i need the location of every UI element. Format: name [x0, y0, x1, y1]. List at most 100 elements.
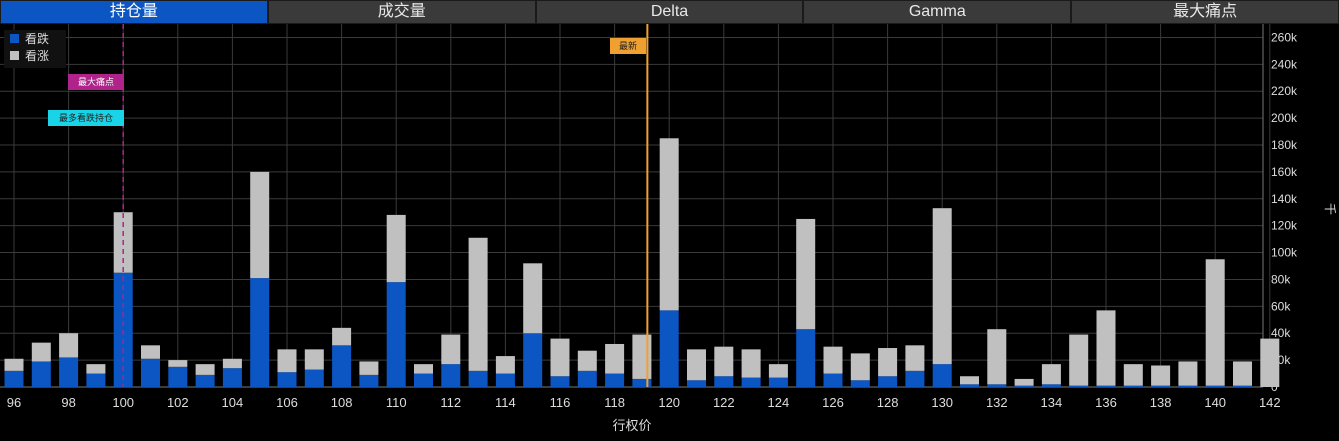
bar-call — [441, 334, 461, 365]
y-tick-label: 200k — [1271, 111, 1298, 125]
legend-swatch-call — [10, 51, 19, 60]
bar-call — [31, 342, 51, 362]
bar-put — [59, 357, 79, 387]
bar-put — [1205, 385, 1225, 387]
bar-call — [577, 350, 597, 371]
bar-call — [304, 349, 324, 370]
x-tick-label: 140 — [1204, 395, 1226, 410]
bar-put — [1041, 384, 1061, 387]
bar-put — [1123, 385, 1143, 387]
bar-put — [222, 368, 242, 387]
bar-call — [796, 218, 816, 330]
tab-gamma[interactable]: Gamma — [803, 0, 1072, 24]
bar-call — [714, 346, 734, 377]
bar-put — [1178, 385, 1198, 387]
bar-call — [386, 214, 406, 283]
bar-call — [987, 329, 1007, 385]
tab-bar: 持仓量 成交量 Delta Gamma 最大痛点 — [0, 0, 1339, 24]
x-tick-label: 114 — [495, 395, 516, 410]
bar-put — [850, 380, 870, 387]
bar-call — [878, 348, 898, 377]
x-tick-label: 102 — [167, 395, 189, 410]
bar-put — [1096, 385, 1116, 387]
y-tick-label: 80k — [1271, 272, 1291, 286]
x-tick-label: 136 — [1095, 395, 1117, 410]
bar-put — [1151, 385, 1171, 387]
tab-max-pain[interactable]: 最大痛点 — [1071, 0, 1339, 24]
bar-call — [1096, 310, 1116, 386]
bar-call — [768, 364, 788, 378]
bar-put — [113, 272, 133, 387]
bar-call — [359, 361, 379, 375]
bar-call — [659, 138, 679, 311]
bar-put — [632, 378, 652, 387]
x-tick-label: 108 — [331, 395, 353, 410]
bar-call — [1014, 378, 1034, 386]
bar-put — [550, 376, 570, 387]
bar-call — [687, 349, 706, 381]
max-pain-marker: 最大痛点 — [68, 74, 124, 90]
tab-open-interest[interactable]: 持仓量 — [0, 0, 268, 24]
bar-put — [250, 278, 270, 387]
bar-call — [332, 327, 352, 346]
bar-put — [4, 370, 24, 387]
bar-put — [414, 373, 433, 387]
bar-call — [168, 360, 188, 367]
bar-put — [987, 384, 1007, 387]
bar-call — [823, 346, 843, 374]
options-chart: 020k40k60k80k100k120k140k160k180k200k220… — [0, 24, 1337, 433]
x-tick-label: 128 — [877, 395, 899, 410]
x-tick-label: 138 — [1150, 395, 1172, 410]
x-tick-label: 110 — [386, 395, 407, 410]
x-axis-title: 行权价 — [612, 418, 651, 433]
bar-put — [932, 364, 952, 387]
bar-put — [605, 373, 625, 387]
x-tick-label: 122 — [713, 395, 735, 410]
bar-call — [495, 356, 515, 374]
y-tick-label: 220k — [1271, 84, 1298, 98]
bar-put — [277, 372, 297, 387]
y-tick-label: 240k — [1271, 57, 1298, 71]
bar-call — [4, 358, 24, 371]
y-tick-label: 140k — [1271, 192, 1298, 206]
y-tick-label: 120k — [1271, 219, 1298, 233]
x-tick-label: 132 — [986, 395, 1008, 410]
bar-put — [359, 374, 379, 387]
bar-call — [1205, 259, 1225, 386]
legend-label-call: 看涨 — [25, 49, 50, 63]
bar-call — [277, 349, 297, 373]
chart-legend: 看跌 看涨 — [4, 30, 66, 68]
bar-call — [850, 353, 870, 381]
bar-call — [523, 263, 543, 334]
bar-put — [31, 361, 51, 387]
bar-call — [550, 338, 570, 377]
bar-call — [59, 333, 79, 358]
bar-call — [960, 376, 979, 385]
y-tick-label: 40k — [1271, 326, 1291, 340]
x-tick-label: 118 — [604, 395, 625, 410]
bar-call — [1260, 338, 1280, 387]
bar-call — [195, 364, 215, 375]
x-tick-label: 104 — [222, 395, 244, 410]
bar-call — [222, 358, 242, 369]
bar-put — [741, 377, 761, 387]
bar-call — [1178, 361, 1198, 386]
legend-label-put: 看跌 — [25, 32, 50, 46]
bar-call — [605, 343, 625, 374]
y-axis-title: 千 — [1323, 203, 1337, 215]
bar-call — [905, 345, 925, 371]
bar-call — [1123, 364, 1143, 386]
legend-item-call[interactable]: 看涨 — [4, 47, 66, 64]
bar-put — [796, 329, 816, 387]
bar-call — [632, 334, 652, 379]
legend-item-put[interactable]: 看跌 — [4, 30, 66, 47]
bar-put — [960, 384, 979, 387]
bar-put — [1069, 385, 1089, 387]
bar-put — [823, 373, 843, 387]
x-tick-label: 120 — [658, 395, 680, 410]
bar-put — [1233, 385, 1252, 387]
bar-call — [932, 208, 952, 365]
tab-delta[interactable]: Delta — [535, 0, 804, 24]
x-tick-label: 130 — [931, 395, 953, 410]
tab-volume[interactable]: 成交量 — [267, 0, 536, 24]
